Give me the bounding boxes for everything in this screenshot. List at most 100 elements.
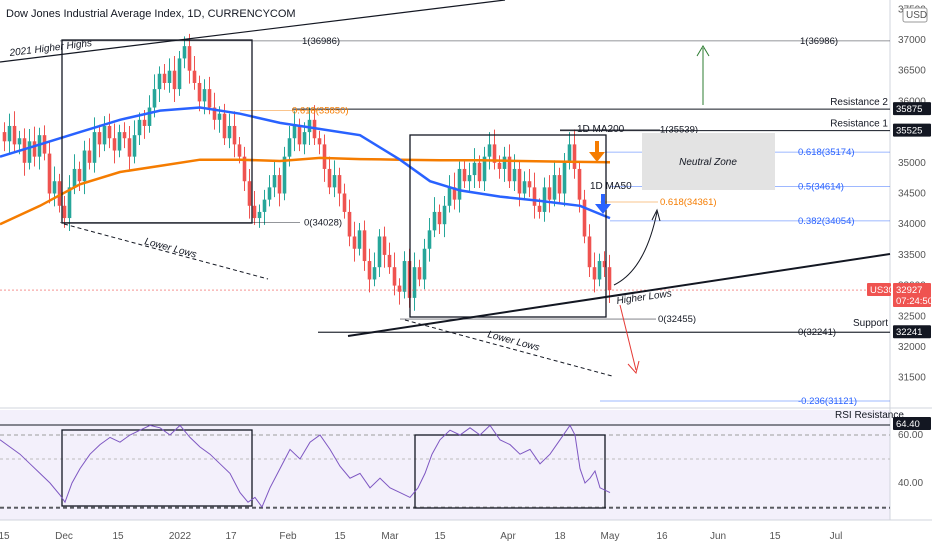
x-tick-label: Feb (279, 531, 297, 542)
y-tick-label: 34500 (898, 189, 926, 200)
price-badge-label: 35875 (896, 104, 922, 115)
candle-body (437, 211, 442, 225)
candle-body (442, 205, 447, 225)
y-tick-label: 34000 (898, 219, 926, 230)
price-badge (893, 123, 931, 137)
y-tick-label: 37000 (898, 35, 926, 46)
x-tick-label: May (601, 531, 620, 542)
price-badge (893, 294, 931, 307)
fib-level-label: 1(36986) (302, 36, 340, 47)
candle-body (602, 261, 607, 268)
candle-body (152, 89, 157, 108)
candle-body (232, 125, 237, 145)
candle-body (177, 58, 182, 90)
price-badge-label: 07:24:50 (896, 296, 932, 307)
candle-body (172, 70, 177, 90)
candle-body (497, 162, 502, 169)
x-tick-label: Jun (710, 531, 726, 542)
candle-body (557, 175, 562, 194)
candle-body (322, 144, 327, 169)
price-badge-label: 35525 (896, 126, 922, 137)
price-badge-label: 32927 (896, 285, 922, 296)
price-badge (893, 325, 931, 339)
candle-body (397, 285, 402, 292)
candle-body (277, 175, 282, 194)
candle-body (337, 175, 342, 194)
candle-body (287, 138, 292, 157)
candle-body (237, 144, 242, 157)
candle-body (182, 46, 187, 59)
x-tick-label: 15 (112, 531, 124, 542)
candle-body (107, 125, 112, 139)
candle-body (357, 230, 362, 249)
candle-body (82, 150, 87, 182)
support-label: Support (853, 318, 888, 329)
price-badge (893, 283, 931, 296)
candle-body (492, 144, 497, 163)
candle-body (417, 267, 422, 280)
candle-body (102, 125, 107, 145)
candle-body (227, 125, 232, 139)
candle-body (167, 70, 172, 83)
ma200-down-arrow (589, 141, 605, 162)
y-tick-label: 32000 (898, 342, 926, 353)
fib-level-label: 0.618(34361) (660, 197, 717, 208)
y-tick-label: 33500 (898, 250, 926, 261)
currency-badge (902, 7, 928, 23)
neutral-zone-box (642, 133, 775, 190)
candle-body (302, 132, 307, 145)
lower-lows-line-1 (63, 223, 269, 280)
x-tick-label: Dec (55, 531, 73, 542)
candle-body (552, 175, 557, 200)
ma200-line (0, 156, 611, 226)
fib-level-label: 0(32455) (658, 314, 696, 325)
y-tick-label: 32500 (898, 311, 926, 322)
candle-body (112, 138, 117, 151)
candle-body (532, 187, 537, 206)
candle-body (507, 156, 512, 182)
candle-body (72, 168, 77, 188)
x-tick-label: 17 (225, 531, 237, 542)
candle-body (257, 211, 262, 219)
candle-body (202, 89, 207, 102)
candle-body (562, 162, 567, 194)
x-tick-label: Jul (830, 531, 843, 542)
candle-body (222, 113, 227, 139)
rsi-box-2 (414, 434, 606, 509)
ma50-line (0, 106, 611, 220)
rsi-resistance-label: RSI Resistance (835, 410, 904, 421)
candle-body (462, 168, 467, 182)
rsi-box-1 (61, 429, 253, 507)
candle-body (252, 205, 257, 219)
candle-body (592, 267, 597, 280)
candle-body (522, 181, 527, 194)
y-tick-label: 31500 (898, 373, 926, 384)
x-tick-label: 2022 (169, 531, 192, 542)
candle-body (127, 138, 132, 157)
x-tick-label: 15 (334, 531, 346, 542)
higher-highs-trendline (0, 0, 506, 63)
fib-level-label: 0.382(34054) (798, 216, 855, 227)
candle-body (402, 261, 407, 292)
candle-body (247, 181, 252, 206)
chart-title: Dow Jones Industrial Average Index, 1D, … (6, 8, 296, 20)
fib-level-label: 0.618(35174) (798, 147, 855, 158)
price-badge-label: 64.40 (896, 419, 920, 430)
candle-body (572, 144, 577, 169)
candle-body (432, 211, 437, 231)
rebound-arrowhead (651, 208, 661, 222)
candle-body (452, 187, 457, 200)
candle-body (242, 156, 247, 182)
candle-body (272, 175, 277, 188)
candle-body (527, 181, 532, 188)
candles (2, 33, 612, 311)
candle-body (197, 82, 202, 102)
candle-body (282, 156, 287, 194)
bullish-arrowhead (696, 45, 710, 57)
candle-body (37, 135, 42, 157)
candle-body (217, 113, 222, 120)
rsi-tick-label: 40.00 (898, 478, 923, 489)
candle-body (472, 162, 477, 176)
price-badge (893, 417, 931, 430)
